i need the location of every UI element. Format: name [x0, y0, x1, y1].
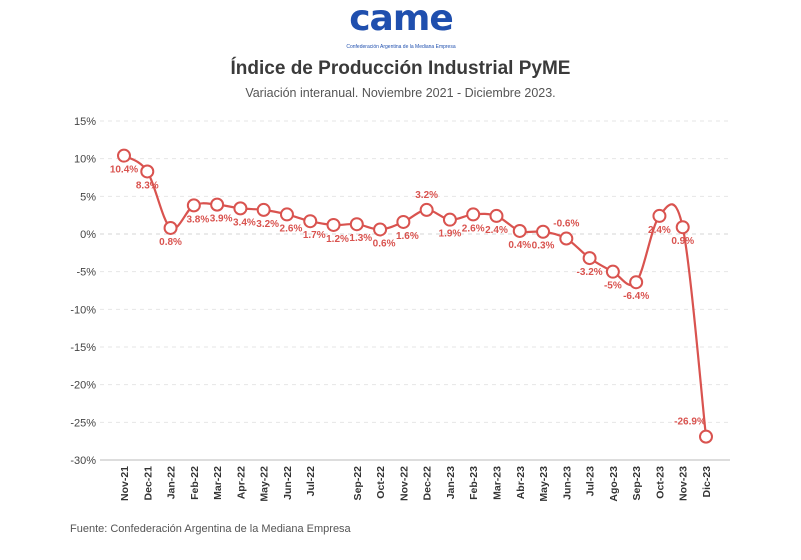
y-tick-label: -15% — [70, 342, 96, 354]
logo-subtitle: Confederación Argentina de la Mediana Em… — [346, 44, 456, 50]
data-label: 1.3% — [349, 233, 372, 244]
y-tick-label: -30% — [70, 455, 96, 467]
data-point — [536, 224, 551, 239]
y-tick-label: -20% — [70, 380, 96, 392]
x-tick-label: Oct-23 — [654, 466, 666, 499]
x-tick-label: Abr-23 — [515, 466, 527, 499]
x-tick-label: Jul-23 — [585, 466, 597, 497]
x-axis: Nov-21 Dec-21 Jan-22 Feb-22 Mar-22 Apr-22 May-… — [100, 459, 730, 502]
x-tick-label: Sep-22 — [352, 466, 364, 501]
data-label: -5% — [604, 281, 622, 292]
data-point — [582, 251, 597, 266]
data-point — [419, 202, 434, 217]
data-label: 2.6% — [280, 223, 303, 234]
data-point — [466, 207, 481, 222]
x-tick-label: Nov-23 — [678, 466, 690, 501]
data-point — [140, 164, 155, 179]
data-labels: 10.4%8.3%0.8%3.8% 3.9% 3.4% 3.2% 2.6%1.7% 1.2… — [110, 165, 706, 428]
y-tick-label: -5% — [76, 267, 96, 279]
x-tick-label: Jan-23 — [445, 466, 457, 499]
data-label: 3.2% — [256, 219, 279, 230]
data-point — [675, 220, 690, 235]
data-label: 2.4% — [648, 225, 671, 236]
y-tick-label: -25% — [70, 417, 96, 429]
data-label: 3.9% — [210, 214, 233, 225]
data-label: 0.9% — [671, 236, 694, 247]
data-point — [326, 217, 341, 232]
chart-title: Índice de Producción Industrial PyME — [230, 58, 571, 79]
data-label: 1.6% — [396, 231, 419, 242]
x-tick-label: Sep-23 — [631, 466, 643, 501]
data-point — [605, 264, 620, 279]
x-tick-label: Dec-21 — [142, 466, 154, 501]
x-tick-label: Jun-23 — [561, 466, 573, 500]
data-label: 0.4% — [508, 240, 531, 251]
x-tick-label: Jun-22 — [282, 466, 294, 500]
data-label: -6.4% — [623, 291, 649, 302]
x-tick-label: Mar-22 — [212, 466, 224, 500]
data-point — [210, 197, 225, 212]
x-tick-label: Dec-22 — [422, 466, 434, 501]
data-label: 0.8% — [159, 237, 182, 248]
data-point — [652, 208, 667, 223]
data-point — [699, 429, 713, 444]
data-label: 3.8% — [186, 214, 209, 225]
data-point — [559, 231, 574, 246]
y-tick-label: -10% — [70, 304, 96, 316]
line-chart: 15% 10% 5% 0% -5% -10% -15% -20% -25% -30% Nov-21… — [70, 116, 730, 502]
x-tick-label: Ago-23 — [608, 466, 620, 502]
x-tick-label: Nov-22 — [398, 466, 410, 501]
data-label: -3.2% — [577, 267, 603, 278]
data-point — [233, 201, 248, 216]
data-point — [163, 220, 178, 235]
y-tick-label: 10% — [74, 154, 96, 166]
data-point — [256, 202, 271, 217]
x-tick-label: May-23 — [538, 466, 550, 502]
data-label: 2.6% — [462, 223, 485, 234]
data-label: 8.3% — [136, 180, 159, 191]
x-tick-label: Oct-22 — [375, 466, 387, 499]
data-point — [489, 208, 504, 223]
x-tick-label: Jan-22 — [166, 466, 178, 499]
y-tick-label: 15% — [74, 116, 96, 128]
data-label: 10.4% — [110, 165, 138, 176]
data-label: 1.9% — [439, 229, 462, 240]
data-point — [396, 214, 411, 229]
source-note: Fuente: Confederación Argentina de la Me… — [70, 523, 351, 535]
chart-subtitle: Variación interanual. Noviembre 2021 - D… — [245, 86, 556, 100]
data-point — [629, 275, 644, 290]
x-tick-label: Nov-21 — [119, 466, 131, 501]
data-label: -0.6% — [553, 219, 579, 230]
data-label: 0.3% — [532, 241, 555, 252]
data-label: 2.4% — [485, 225, 508, 236]
data-point — [279, 207, 294, 222]
logo-wordmark: came — [349, 0, 454, 39]
data-point — [442, 212, 457, 227]
x-tick-label: Jul-22 — [305, 466, 317, 497]
y-tick-label: 0% — [80, 229, 96, 241]
series-points — [117, 148, 713, 444]
x-tick-label: Mar-23 — [491, 466, 503, 500]
data-label: 1.2% — [326, 234, 349, 245]
data-point — [512, 223, 527, 238]
came-logo: came Confederación Argentina de la Media… — [340, 0, 462, 54]
y-axis: 15% 10% 5% 0% -5% -10% -15% -20% -25% -30% — [70, 116, 96, 467]
data-label: 1.7% — [303, 230, 326, 241]
data-point — [373, 222, 388, 237]
x-tick-label: Feb-22 — [189, 466, 201, 500]
data-label: 3.2% — [415, 190, 438, 201]
data-point — [303, 214, 318, 229]
data-label: 0.6% — [373, 238, 396, 249]
data-point — [186, 198, 201, 213]
x-tick-label: Dic-23 — [701, 466, 713, 498]
y-tick-label: 5% — [80, 191, 96, 203]
x-tick-label: Apr-22 — [235, 466, 247, 499]
data-point — [117, 148, 131, 163]
data-label: 3.4% — [233, 217, 256, 228]
x-tick-label: Feb-23 — [468, 466, 480, 500]
data-point — [349, 217, 364, 232]
x-tick-label: May-22 — [259, 466, 271, 502]
data-label: -26.9% — [674, 417, 706, 428]
